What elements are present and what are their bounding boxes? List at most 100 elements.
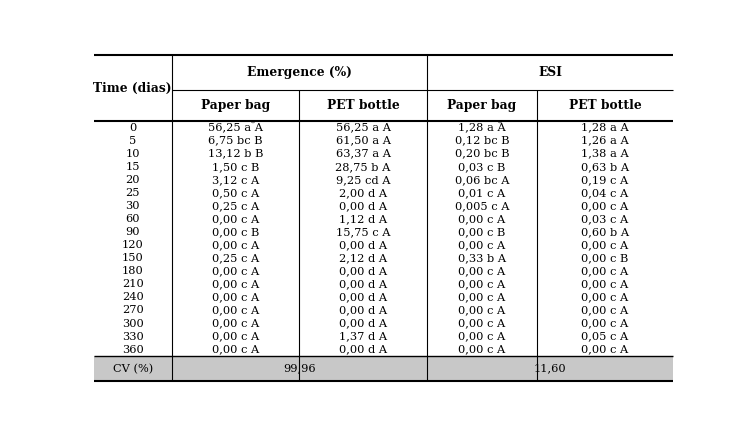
Text: 0,00 d A: 0,00 d A <box>339 280 387 289</box>
Text: 0,00 c A: 0,00 c A <box>212 345 259 355</box>
Text: 0,00 c A: 0,00 c A <box>212 214 259 224</box>
Text: 0,00 c A: 0,00 c A <box>459 266 506 276</box>
Text: PET bottle: PET bottle <box>327 99 399 112</box>
Text: 0,20 bc B: 0,20 bc B <box>455 149 509 159</box>
Text: Paper bag: Paper bag <box>447 99 517 112</box>
Text: 15,75 c A: 15,75 c A <box>336 227 390 237</box>
Text: 0,01 c A: 0,01 c A <box>459 188 506 198</box>
Text: 1,37 d A: 1,37 d A <box>339 332 387 342</box>
Text: 330: 330 <box>122 332 144 342</box>
Text: 240: 240 <box>122 292 144 302</box>
Text: Paper bag: Paper bag <box>201 99 270 112</box>
Text: 0: 0 <box>129 123 136 133</box>
Text: 28,75 b A: 28,75 b A <box>335 162 390 172</box>
Text: 0,005 c A: 0,005 c A <box>455 201 509 211</box>
Text: 99,96: 99,96 <box>283 364 316 374</box>
Text: 0,03 c A: 0,03 c A <box>581 214 629 224</box>
Text: 0,25 c A: 0,25 c A <box>212 253 259 263</box>
Text: 5: 5 <box>129 136 136 146</box>
Text: 0,03 c B: 0,03 c B <box>459 162 506 172</box>
Bar <box>94 356 673 381</box>
Text: 0,12 bc B: 0,12 bc B <box>455 136 509 146</box>
Text: 0,00 c A: 0,00 c A <box>581 201 629 211</box>
Text: 0,00 d A: 0,00 d A <box>339 305 387 315</box>
Text: 0,00 d A: 0,00 d A <box>339 240 387 250</box>
Text: 0,00 d A: 0,00 d A <box>339 266 387 276</box>
Text: 0,05 c A: 0,05 c A <box>581 332 629 342</box>
Text: 1,28 a A: 1,28 a A <box>581 123 629 133</box>
Text: 30: 30 <box>126 201 140 211</box>
Text: 60: 60 <box>126 214 140 224</box>
Text: 15: 15 <box>126 162 140 172</box>
Text: 0,00 d A: 0,00 d A <box>339 292 387 302</box>
Text: PET bottle: PET bottle <box>568 99 642 112</box>
Text: 0,00 c A: 0,00 c A <box>212 305 259 315</box>
Text: 0,00 c A: 0,00 c A <box>212 266 259 276</box>
Text: 90: 90 <box>126 227 140 237</box>
Text: 0,50 c A: 0,50 c A <box>212 188 259 198</box>
Text: 0,00 c A: 0,00 c A <box>212 292 259 302</box>
Text: 56,25 a A: 56,25 a A <box>336 123 390 133</box>
Text: Emergence (%): Emergence (%) <box>247 66 352 79</box>
Text: 3,12 c A: 3,12 c A <box>212 175 259 185</box>
Text: 0,60 b A: 0,60 b A <box>581 227 629 237</box>
Text: 0,00 c B: 0,00 c B <box>581 253 629 263</box>
Text: 0,00 c A: 0,00 c A <box>459 240 506 250</box>
Text: 0,63 b A: 0,63 b A <box>581 162 629 172</box>
Text: 210: 210 <box>122 280 144 289</box>
Text: CV (%): CV (%) <box>112 363 153 374</box>
Text: 0,00 d A: 0,00 d A <box>339 345 387 355</box>
Text: 270: 270 <box>122 305 144 315</box>
Text: 63,37 a A: 63,37 a A <box>336 149 390 159</box>
Text: 360: 360 <box>122 345 144 355</box>
Text: 6,75 bc B: 6,75 bc B <box>208 136 263 146</box>
Text: 0,00 c A: 0,00 c A <box>581 280 629 289</box>
Text: 9,25 cd A: 9,25 cd A <box>336 175 390 185</box>
Text: 61,50 a A: 61,50 a A <box>336 136 390 146</box>
Text: 10: 10 <box>126 149 140 159</box>
Text: 0,00 d A: 0,00 d A <box>339 318 387 329</box>
Text: 0,00 c A: 0,00 c A <box>581 345 629 355</box>
Text: 13,12 b B: 13,12 b B <box>208 149 263 159</box>
Text: Time (dias): Time (dias) <box>94 82 172 95</box>
Text: 0,00 c A: 0,00 c A <box>581 318 629 329</box>
Text: 0,00 c A: 0,00 c A <box>212 280 259 289</box>
Text: 0,00 c B: 0,00 c B <box>212 227 260 237</box>
Text: 1,28 a A: 1,28 a A <box>458 123 506 133</box>
Text: 1,26 a A: 1,26 a A <box>581 136 629 146</box>
Text: 0,00 c A: 0,00 c A <box>459 345 506 355</box>
Text: 0,06 bc A: 0,06 bc A <box>455 175 509 185</box>
Text: ESI: ESI <box>538 66 562 79</box>
Text: 300: 300 <box>122 318 144 329</box>
Text: 0,00 c A: 0,00 c A <box>459 305 506 315</box>
Text: 150: 150 <box>122 253 144 263</box>
Text: 0,00 c A: 0,00 c A <box>581 266 629 276</box>
Text: 120: 120 <box>122 240 144 250</box>
Text: 0,33 b A: 0,33 b A <box>458 253 506 263</box>
Text: 0,00 d A: 0,00 d A <box>339 201 387 211</box>
Text: 0,00 c A: 0,00 c A <box>212 318 259 329</box>
Text: 25: 25 <box>126 188 140 198</box>
Text: 2,00 d A: 2,00 d A <box>339 188 387 198</box>
Text: 56,25 a A: 56,25 a A <box>208 123 263 133</box>
Text: 0,00 c B: 0,00 c B <box>459 227 506 237</box>
Text: 0,00 c A: 0,00 c A <box>212 240 259 250</box>
Text: 0,00 c A: 0,00 c A <box>581 305 629 315</box>
Text: 0,00 c A: 0,00 c A <box>581 240 629 250</box>
Text: *: * <box>251 120 255 127</box>
Text: 0,25 c A: 0,25 c A <box>212 201 259 211</box>
Text: 11,60: 11,60 <box>534 364 566 374</box>
Text: 2,12 d A: 2,12 d A <box>339 253 387 263</box>
Text: 0,00 c A: 0,00 c A <box>581 292 629 302</box>
Text: 1,50 c B: 1,50 c B <box>212 162 260 172</box>
Text: 20: 20 <box>126 175 140 185</box>
Text: 0,00 c A: 0,00 c A <box>459 318 506 329</box>
Text: 0,00 c A: 0,00 c A <box>212 332 259 342</box>
Text: 180: 180 <box>122 266 144 276</box>
Text: 0,19 c A: 0,19 c A <box>581 175 629 185</box>
Text: 0,04 c A: 0,04 c A <box>581 188 629 198</box>
Text: 0,00 c A: 0,00 c A <box>459 280 506 289</box>
Text: 0,00 c A: 0,00 c A <box>459 292 506 302</box>
Text: 1,38 a A: 1,38 a A <box>581 149 629 159</box>
Text: 0,00 c A: 0,00 c A <box>459 332 506 342</box>
